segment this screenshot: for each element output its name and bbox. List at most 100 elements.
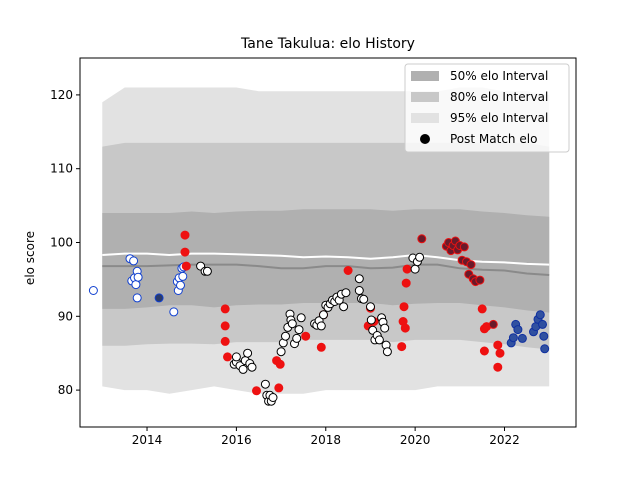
- data-point: [459, 242, 469, 252]
- data-point: [366, 302, 375, 312]
- data-point: [274, 383, 284, 393]
- data-point: [374, 335, 384, 345]
- legend-label: 80% elo Interval: [450, 90, 548, 104]
- data-point: [508, 333, 518, 343]
- data-point: [475, 275, 485, 285]
- data-point: [180, 247, 190, 257]
- data-point: [292, 333, 302, 343]
- y-tick-label: 100: [50, 236, 73, 250]
- data-point: [180, 230, 190, 240]
- mean-elo-line: [102, 252, 550, 266]
- legend-swatch: [411, 71, 439, 81]
- data-point: [402, 264, 412, 274]
- data-point: [517, 333, 527, 343]
- data-point: [129, 256, 139, 266]
- data-point: [276, 347, 286, 357]
- data-point: [493, 362, 503, 372]
- x-tick-label: 2016: [221, 433, 252, 447]
- data-point: [382, 347, 392, 357]
- data-point: [540, 344, 550, 354]
- data-point: [343, 266, 353, 275]
- data-point: [133, 272, 143, 282]
- data-point: [247, 362, 257, 372]
- data-point: [132, 293, 142, 303]
- y-tick-label: 90: [58, 309, 73, 323]
- x-axis: 2014 2016 2018 2020 2022: [132, 427, 520, 447]
- chart-title: Tane Takulua: elo History: [240, 36, 415, 52]
- data-point: [296, 313, 306, 323]
- data-point: [220, 336, 230, 346]
- data-point: [410, 264, 420, 274]
- data-point: [220, 321, 230, 331]
- data-point: [354, 274, 364, 284]
- legend-box: [404, 63, 570, 153]
- data-point: [535, 310, 545, 320]
- legend-marker: [420, 134, 430, 144]
- data-point: [275, 359, 285, 369]
- data-point: [294, 325, 304, 335]
- data-point: [220, 304, 230, 314]
- data-point: [287, 319, 297, 329]
- data-point: [400, 323, 410, 333]
- data-point: [223, 352, 232, 362]
- data-point: [181, 261, 191, 271]
- data-point: [243, 348, 253, 358]
- legend-label: 50% elo Interval: [450, 69, 548, 83]
- data-point: [316, 342, 326, 352]
- data-point: [380, 323, 390, 333]
- data-point: [176, 280, 185, 290]
- data-point: [260, 379, 270, 389]
- data-point: [397, 342, 407, 352]
- y-tick-label: 80: [58, 383, 73, 397]
- data-point: [301, 331, 311, 341]
- data-point: [354, 286, 364, 295]
- data-point: [493, 340, 503, 350]
- data-point: [479, 346, 489, 356]
- data-point: [341, 288, 351, 298]
- plot-area: [79, 57, 577, 428]
- data-point: [238, 364, 248, 374]
- legend-label: 95% elo Interval: [450, 111, 548, 125]
- data-point: [252, 386, 261, 396]
- data-point: [178, 271, 188, 281]
- y-axis: 80 90 100 110 120: [50, 88, 80, 397]
- data-point: [281, 331, 290, 341]
- data-point: [539, 331, 549, 341]
- x-tick-label: 2022: [489, 433, 520, 447]
- x-tick-label: 2020: [400, 433, 431, 447]
- legend-swatch: [411, 113, 439, 123]
- data-point: [359, 294, 369, 304]
- legend-swatch: [411, 92, 439, 102]
- data-point: [169, 307, 179, 317]
- data-point: [401, 278, 411, 288]
- x-tick-label: 2018: [310, 433, 341, 447]
- data-point: [495, 348, 505, 358]
- data-point: [513, 325, 523, 335]
- median-elo-line: [102, 263, 550, 276]
- data-point: [154, 293, 164, 303]
- y-axis-label: elo score: [23, 231, 37, 285]
- data-point: [417, 234, 427, 244]
- data-point: [268, 393, 278, 402]
- data-point: [88, 286, 98, 295]
- x-tick-label: 2014: [132, 433, 163, 447]
- data-point: [366, 315, 376, 325]
- data-point: [319, 310, 328, 320]
- y-tick-label: 120: [50, 88, 73, 102]
- data-point: [488, 319, 498, 329]
- data-point: [231, 352, 241, 362]
- data-point: [415, 252, 425, 262]
- band-50: [102, 209, 550, 313]
- data-point: [466, 260, 476, 270]
- data-point: [477, 304, 487, 314]
- legend-label: Post Match elo: [450, 132, 537, 146]
- data-point: [131, 280, 141, 290]
- data-point: [399, 302, 409, 312]
- y-tick-label: 110: [50, 162, 73, 176]
- legend: 50% elo Interval 80% elo Interval 95% elo …: [404, 63, 570, 153]
- data-point: [339, 302, 349, 312]
- data-point: [202, 266, 212, 276]
- data-point: [316, 321, 326, 331]
- data-point: [538, 319, 547, 329]
